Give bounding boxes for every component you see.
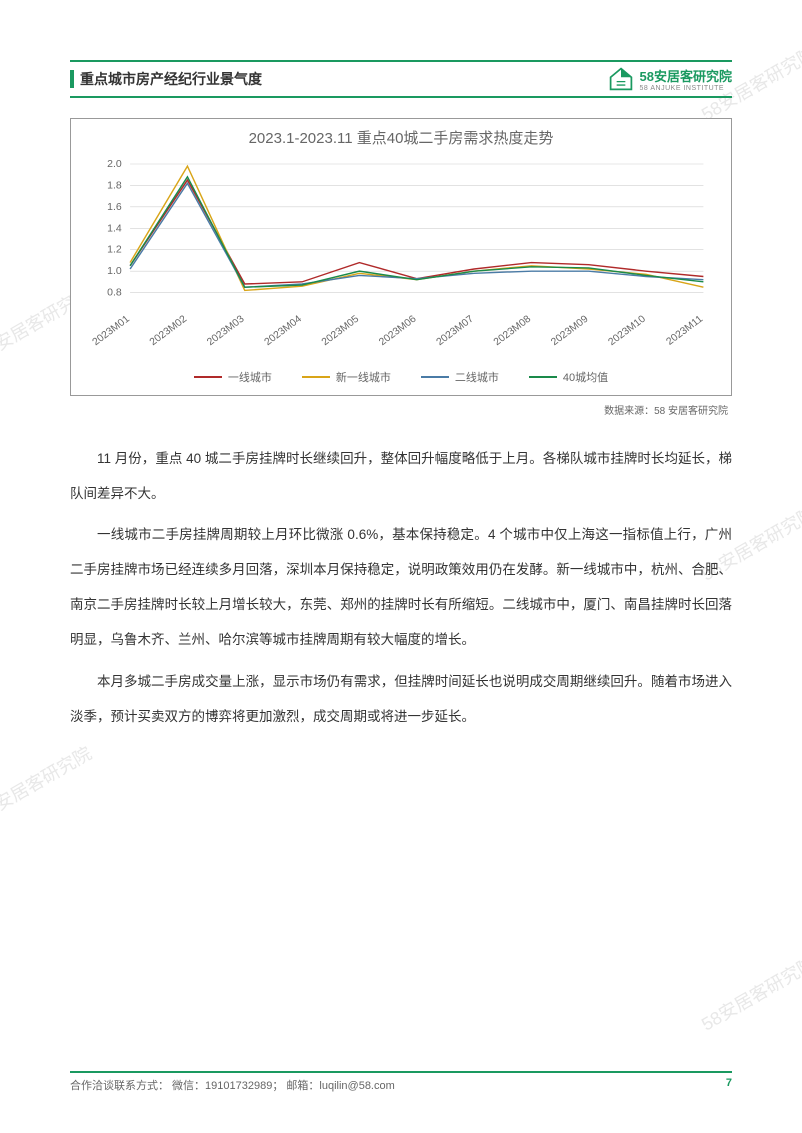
svg-text:1.8: 1.8 xyxy=(107,181,122,192)
svg-text:2.0: 2.0 xyxy=(107,159,122,170)
legend-item: 二线城市 xyxy=(421,369,499,385)
paragraph: 本月多城二手房成交量上涨，显示市场仍有需求，但挂牌时间延长也说明成交周期继续回升… xyxy=(70,664,732,734)
header-marker xyxy=(70,70,74,88)
svg-text:2023M08: 2023M08 xyxy=(492,314,534,348)
chart-canvas: 0.8 1.0 1.2 1.4 1.6 1.8 2.0 2023M01 2023M02 2023M… xyxy=(86,158,716,358)
svg-text:2023M04: 2023M04 xyxy=(263,314,305,348)
page-footer: 合作洽谈联系方式： 微信：19101732989； 邮箱：luqilin@58.… xyxy=(70,1071,732,1093)
data-source: 数据来源：58 安居客研究院 xyxy=(70,402,732,417)
svg-text:1.0: 1.0 xyxy=(107,266,122,277)
svg-text:0.8: 0.8 xyxy=(107,288,122,299)
page-number: 7 xyxy=(726,1077,732,1093)
svg-text:2023M05: 2023M05 xyxy=(320,314,362,348)
chart-legend: 一线城市 新一线城市 二线城市 40城均值 xyxy=(86,369,716,385)
svg-text:2023M10: 2023M10 xyxy=(607,314,649,348)
page-header: 重点城市房产经纪行业景气度 58安居客研究院 58 ANJUKE INSTITU… xyxy=(70,60,732,98)
svg-text:2023M06: 2023M06 xyxy=(377,314,419,348)
svg-text:1.2: 1.2 xyxy=(107,245,122,256)
svg-text:2023M02: 2023M02 xyxy=(148,314,190,348)
paragraph: 一线城市二手房挂牌周期较上月环比微涨 0.6%，基本保持稳定。4 个城市中仅上海… xyxy=(70,517,732,657)
legend-item: 新一线城市 xyxy=(302,369,391,385)
svg-text:2023M03: 2023M03 xyxy=(205,314,247,348)
paragraph: 11 月份，重点 40 城二手房挂牌时长继续回升，整体回升幅度略低于上月。各梯队… xyxy=(70,441,732,511)
svg-text:2023M11: 2023M11 xyxy=(664,314,705,348)
svg-text:2023M07: 2023M07 xyxy=(435,314,477,348)
line-chart: 2023.1-2023.11 重点40城二手房需求热度走势 0.8 1.0 1.2 1… xyxy=(70,118,732,396)
svg-text:1.4: 1.4 xyxy=(107,223,122,234)
brand-sub: 58 ANJUKE INSTITUTE xyxy=(640,85,732,92)
house-icon xyxy=(608,66,634,92)
chart-title: 2023.1-2023.11 重点40城二手房需求热度走势 xyxy=(86,127,716,148)
legend-item: 40城均值 xyxy=(529,369,608,385)
legend-item: 一线城市 xyxy=(194,369,272,385)
brand-name: 58安居客研究院 xyxy=(640,66,732,85)
footer-contact: 合作洽谈联系方式： 微信：19101732989； 邮箱：luqilin@58.… xyxy=(70,1077,395,1093)
header-title: 重点城市房产经纪行业景气度 xyxy=(80,69,262,89)
brand-logo: 58安居客研究院 58 ANJUKE INSTITUTE xyxy=(608,66,732,92)
svg-text:1.6: 1.6 xyxy=(107,202,122,213)
body-paragraphs: 11 月份，重点 40 城二手房挂牌时长继续回升，整体回升幅度略低于上月。各梯队… xyxy=(70,441,732,734)
svg-text:2023M09: 2023M09 xyxy=(549,314,591,348)
svg-text:2023M01: 2023M01 xyxy=(91,314,133,348)
